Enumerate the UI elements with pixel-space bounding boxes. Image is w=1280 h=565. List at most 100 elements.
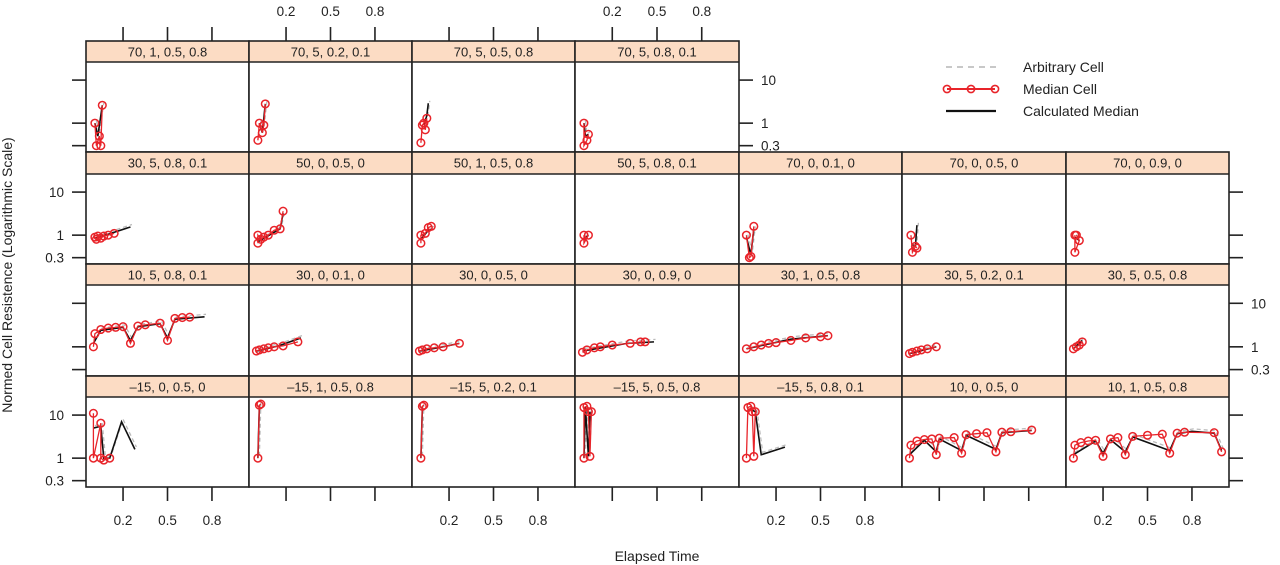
median-cell-point <box>254 345 264 355</box>
median-cell-point <box>907 347 917 357</box>
median-cell-point <box>579 238 589 248</box>
median-cell-point <box>583 129 593 139</box>
x-tick-label: 0.2 <box>440 513 459 528</box>
median-cell-point <box>746 401 756 411</box>
median-cell-point <box>912 243 922 253</box>
median-cell-point <box>746 251 756 262</box>
median-cell-point <box>1217 447 1227 457</box>
panel-strip-label: 50, 5, 0.8, 0.1 <box>617 156 697 171</box>
panel-strip <box>412 264 575 285</box>
median-cell-point <box>429 343 439 353</box>
panel-strip <box>412 41 575 62</box>
median-cell-point <box>140 320 150 330</box>
panel: 30, 0, 0.9, 0 <box>574 263 740 377</box>
x-tick-label: 0.8 <box>1183 513 1202 528</box>
panel-strip <box>1066 264 1229 285</box>
panel-strip <box>86 264 249 285</box>
panel-strip-label: 30, 5, 0.8, 0.1 <box>128 156 208 171</box>
panel-strip-label: 10, 5, 0.8, 0.1 <box>128 268 208 283</box>
median-cell-point <box>99 231 109 241</box>
median-cell-point <box>1070 247 1080 257</box>
median-cell-point <box>1209 428 1219 438</box>
arbitrary-cell-line <box>96 223 133 237</box>
median-cell-point <box>625 338 635 348</box>
panel: –15, 0, 0.5, 0 <box>85 375 250 488</box>
median-cell-point <box>1006 427 1016 437</box>
x-tick-label: 0.5 <box>648 4 667 19</box>
arbitrary-cell-line <box>747 226 756 253</box>
median-cell-point <box>96 418 106 428</box>
median-cell-point <box>293 337 303 347</box>
panel-strip-label: 70, 5, 0.8, 0.1 <box>617 45 697 60</box>
y-tick-label: 0.3 <box>45 251 64 266</box>
median-cell-point <box>916 345 926 355</box>
y-axis-title: Normed Cell Resistence (Logarithmic Scal… <box>0 137 15 412</box>
panel: 30, 5, 0.2, 0.1 <box>901 263 1067 377</box>
arbitrary-cell-line <box>584 120 591 135</box>
median-cell-point <box>88 342 98 352</box>
median-cell-point <box>957 448 967 458</box>
median-cell-line <box>420 225 432 244</box>
median-cell-point <box>636 337 646 347</box>
panel-strip <box>1066 152 1229 174</box>
arbitrary-cell-line <box>260 101 268 131</box>
median-cell-point <box>103 230 113 240</box>
median-cell-point <box>97 100 107 110</box>
median-cell-point <box>269 225 279 235</box>
median-cell-point <box>1165 448 1175 458</box>
x-tick-label: 0.5 <box>321 4 340 19</box>
arbitrary-cell-line <box>421 403 425 456</box>
median-cell-point <box>253 453 263 463</box>
panel: 70, 0, 0.1, 0 <box>738 151 903 265</box>
panel: 10, 1, 0.5, 0.8 <box>1065 375 1230 488</box>
median-cell-point <box>426 221 436 231</box>
panel-strip-label: 70, 5, 0.5, 0.8 <box>454 45 534 60</box>
median-cell-point <box>1091 435 1101 445</box>
panel-strip-label: –15, 1, 0.5, 0.8 <box>287 380 374 395</box>
median-cell-point <box>256 399 266 409</box>
panel: 70, 1, 0.5, 0.8 <box>85 40 250 153</box>
median-cell-point <box>961 430 971 440</box>
median-cell-point <box>747 407 757 417</box>
median-cell-point <box>931 450 941 460</box>
median-cell-point <box>416 453 426 463</box>
panel: 30, 5, 0.8, 0.1 <box>85 151 250 265</box>
arbitrary-cell-line <box>583 338 656 350</box>
median-cell-point <box>749 451 759 461</box>
x-tick-label: 0.8 <box>366 4 385 19</box>
panel: 30, 0, 0.1, 0 <box>248 263 413 377</box>
panel-strip-label: 50, 0, 0.5, 0 <box>296 156 365 171</box>
median-cell-point <box>577 347 588 357</box>
panel-strip <box>86 152 249 174</box>
x-tick-label: 0.8 <box>203 513 222 528</box>
median-cell-point <box>595 342 605 352</box>
legend-label-median-cell: Median Cell <box>1023 81 1097 97</box>
median-cell-point <box>744 253 754 263</box>
median-cell-point <box>949 433 959 443</box>
median-cell-point <box>422 113 432 123</box>
panel-strip-label: 70, 5, 0.2, 0.1 <box>291 45 371 60</box>
median-cell-point <box>750 407 760 417</box>
median-cell-point <box>931 342 941 352</box>
median-cell-point <box>922 344 932 354</box>
panel-strip-label: 70, 0, 0.5, 0 <box>950 156 1019 171</box>
median-cell-point <box>185 312 195 322</box>
panel: 30, 0, 0.5, 0 <box>411 263 576 377</box>
legend-label-arbitrary-cell: Arbitrary Cell <box>1023 59 1104 75</box>
median-cell-line <box>909 346 937 355</box>
panel-strip-label: 10, 0, 0.5, 0 <box>950 380 1019 395</box>
median-cell-line <box>1072 431 1223 459</box>
median-cell-point <box>263 343 273 353</box>
median-cell-point <box>260 99 270 109</box>
y-tick-label: 0.3 <box>761 139 780 154</box>
panel-strip <box>902 264 1066 285</box>
panel-strip-label: –15, 5, 0.8, 0.1 <box>777 380 864 395</box>
median-cell-point <box>906 230 916 240</box>
x-tick-label: 0.5 <box>811 513 830 528</box>
median-cell-point <box>88 408 98 418</box>
panel: 30, 1, 0.5, 0.8 <box>738 263 903 377</box>
panel: 10, 5, 0.8, 0.1 <box>85 263 250 377</box>
panel-strip-label: 70, 0, 0.1, 0 <box>786 156 855 171</box>
median-cell-point <box>582 401 592 411</box>
arbitrary-cell-line <box>1074 428 1224 453</box>
